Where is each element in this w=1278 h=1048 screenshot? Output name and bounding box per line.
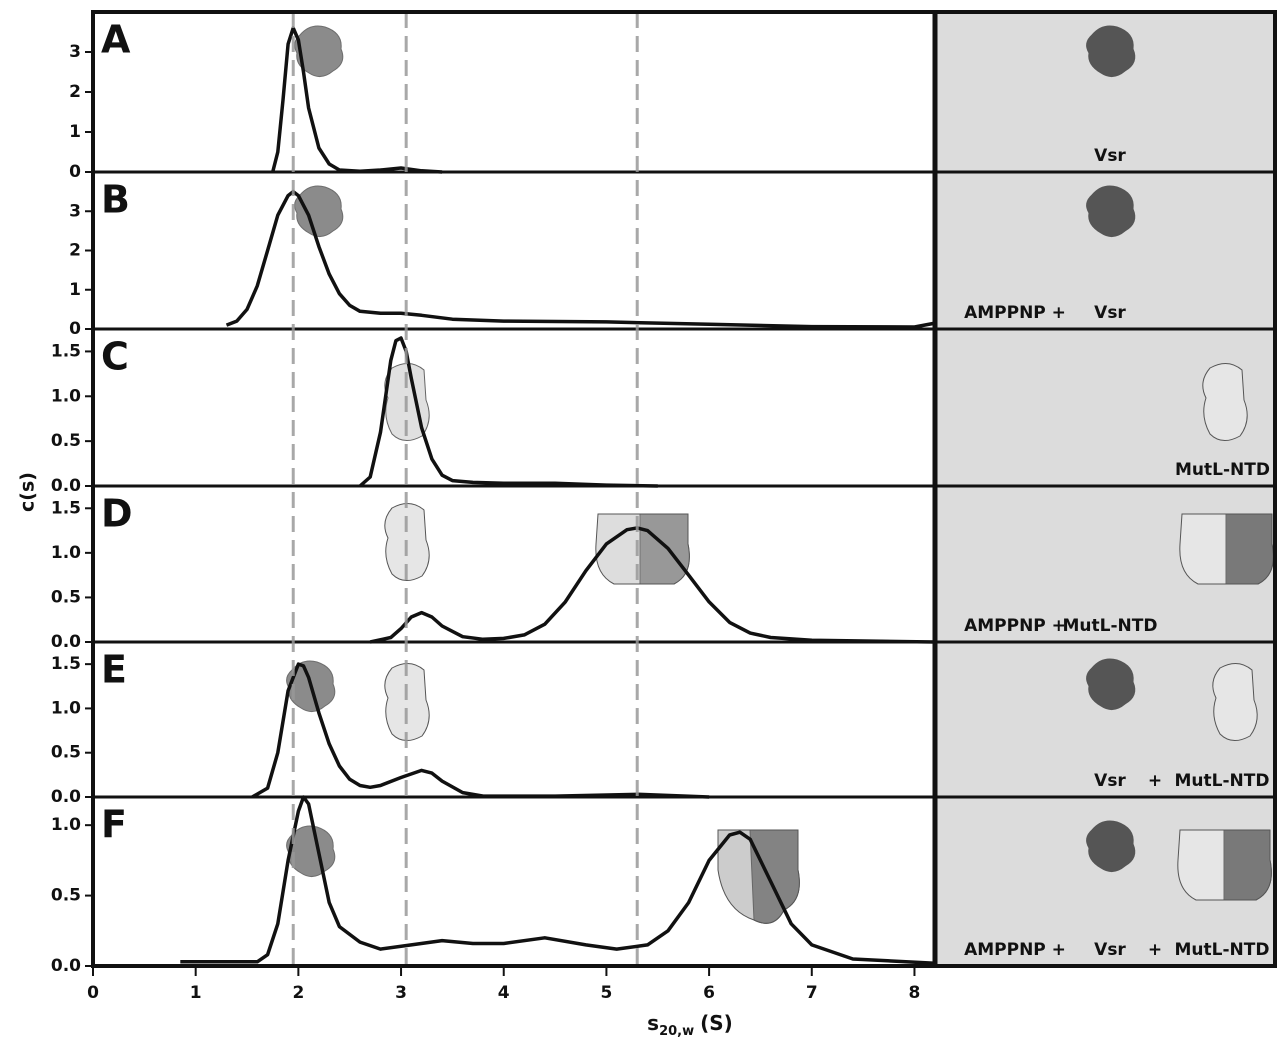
- y-tick-label: 0.0: [51, 787, 81, 807]
- side-label: AMPPNP +: [964, 616, 1066, 636]
- y-tick-label: 1.5: [51, 341, 81, 361]
- y-tick-label: 3: [69, 42, 81, 62]
- x-label-unit: (S): [700, 1011, 733, 1035]
- panel-letter: A: [101, 18, 131, 62]
- x-tick-label: 2: [292, 983, 304, 1003]
- side-label: Vsr: [1094, 303, 1126, 323]
- y-tick-label: 2: [69, 241, 81, 261]
- y-tick-label: 0.0: [51, 956, 81, 976]
- x-tick-label: 0: [87, 983, 99, 1003]
- x-tick-label: 4: [498, 983, 510, 1003]
- distribution-line: [225, 189, 936, 329]
- y-tick-label: 0.5: [51, 431, 81, 451]
- distribution-line: [251, 662, 710, 799]
- x-label-subscript: 20,w: [659, 1024, 694, 1039]
- y-tick-label: 0.5: [51, 587, 81, 607]
- y-tick-label: 1.0: [51, 543, 81, 563]
- side-label: Vsr: [1094, 940, 1126, 960]
- distribution-line: [358, 336, 658, 488]
- side-label: Vsr: [1094, 771, 1126, 791]
- distribution-line: [271, 26, 443, 174]
- y-tick-label: 0.5: [51, 886, 81, 906]
- panel-letter: C: [101, 335, 129, 379]
- side-label: MutL-NTD: [1175, 460, 1270, 480]
- panel-letter: D: [101, 492, 133, 536]
- x-tick-label: 3: [395, 983, 407, 1003]
- side-label: MutL-NTD: [1175, 940, 1270, 960]
- y-tick-label: 0: [69, 162, 81, 182]
- side-label: MutL-NTD: [1063, 616, 1158, 636]
- frame: [91, 10, 1277, 968]
- side-label: AMPPNP +: [964, 940, 1066, 960]
- side-label: +: [1148, 771, 1162, 791]
- distribution-line: [180, 795, 936, 965]
- side-label: MutL-NTD: [1175, 771, 1270, 791]
- x-tick-label: 5: [600, 983, 612, 1003]
- panel-letter: E: [101, 648, 127, 692]
- y-tick-label: 2: [69, 82, 81, 102]
- side-label: AMPPNP +: [964, 303, 1066, 323]
- side-label: +: [1148, 940, 1162, 960]
- y-tick-label: 1: [69, 280, 81, 300]
- panel-letter: F: [101, 803, 127, 847]
- panel-letter: B: [101, 178, 130, 222]
- y-tick-label: 1.0: [51, 698, 81, 718]
- x-label-symbol: s: [647, 1011, 659, 1035]
- y-tick-label: 0.0: [51, 476, 81, 496]
- y-tick-label: 1.5: [51, 498, 81, 518]
- x-tick-label: 7: [806, 983, 818, 1003]
- x-tick-label: 1: [190, 983, 202, 1003]
- y-axis-label: c(s): [17, 472, 39, 512]
- y-tick-label: 1: [69, 122, 81, 142]
- x-axis-label: s20,w (S): [647, 1011, 733, 1039]
- y-tick-label: 0: [69, 319, 81, 339]
- y-tick-label: 0.0: [51, 632, 81, 652]
- distribution-line: [369, 526, 936, 644]
- y-tick-label: 1.5: [51, 654, 81, 674]
- x-tick-label: 6: [703, 983, 715, 1003]
- x-tick-label: 8: [909, 983, 921, 1003]
- y-tick-label: 1.0: [51, 815, 81, 835]
- y-tick-label: 1.0: [51, 386, 81, 406]
- y-tick-label: 3: [69, 201, 81, 221]
- y-tick-label: 0.5: [51, 743, 81, 763]
- side-label: Vsr: [1094, 146, 1126, 166]
